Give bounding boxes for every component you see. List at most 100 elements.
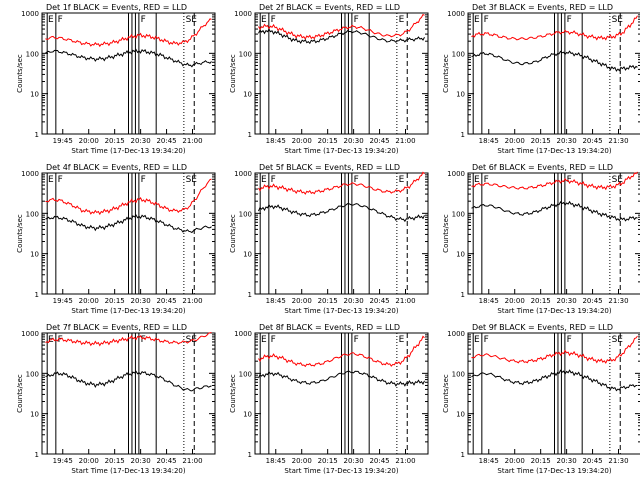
x-tick-label: 20:00 xyxy=(505,297,525,305)
y-tick-label: 100 xyxy=(452,370,465,378)
y-axis-label: Counts/sec xyxy=(16,214,24,253)
flag-label: SE xyxy=(612,335,624,345)
y-tick-label: 1000 xyxy=(234,10,252,18)
x-tick-label: 18:45 xyxy=(479,457,499,465)
flag-label: F xyxy=(141,175,146,185)
flag-label: F xyxy=(271,335,276,345)
flag-label: SE xyxy=(186,175,198,185)
y-axis-label: Counts/sec xyxy=(229,54,237,93)
panel-title: Det 4f BLACK = Events, RED = LLD xyxy=(46,163,187,172)
x-tick-label: 20:30 xyxy=(344,297,364,305)
y-axis-label: Counts/sec xyxy=(442,54,450,93)
x-tick-label: 21:00 xyxy=(182,137,202,145)
series-line-black xyxy=(258,370,425,387)
x-tick-label: 21:00 xyxy=(395,137,415,145)
y-axis-label: Counts/sec xyxy=(16,54,24,93)
x-tick-label: 20:30 xyxy=(557,457,577,465)
x-tick-label: 20:45 xyxy=(582,297,602,305)
x-tick-label: 20:30 xyxy=(557,137,577,145)
y-tick-label: 10 xyxy=(456,251,465,259)
y-tick-label: 1 xyxy=(461,131,465,139)
series-line-black xyxy=(471,50,638,72)
x-tick-label: 20:00 xyxy=(505,137,525,145)
flag-label: F xyxy=(141,15,146,25)
flag-label: E xyxy=(399,175,405,185)
flag-label: SE xyxy=(186,15,198,25)
x-tick-label: 18:45 xyxy=(266,297,286,305)
x-tick-label: 20:30 xyxy=(557,297,577,305)
y-tick-label: 1000 xyxy=(447,330,465,338)
y-tick-label: 1000 xyxy=(21,170,39,178)
x-tick-label: 19:45 xyxy=(53,297,73,305)
y-axis-label: Counts/sec xyxy=(442,214,450,253)
x-axis-label: Start Time (17-Dec-13 19:34:20) xyxy=(497,467,611,475)
flag-label: F xyxy=(354,335,359,345)
y-tick-label: 1000 xyxy=(234,330,252,338)
y-tick-label: 10 xyxy=(30,91,39,99)
x-axis-label: Start Time (17-Dec-13 19:34:20) xyxy=(497,147,611,155)
x-tick-label: 20:00 xyxy=(505,457,525,465)
x-tick-label: 20:15 xyxy=(531,137,551,145)
y-tick-label: 1 xyxy=(35,131,39,139)
x-tick-label: 20:15 xyxy=(105,457,125,465)
y-tick-label: 1 xyxy=(248,291,252,299)
x-tick-label: 19:45 xyxy=(53,457,73,465)
y-tick-label: 10 xyxy=(243,411,252,419)
y-tick-label: 100 xyxy=(26,50,39,58)
x-tick-label: 20:15 xyxy=(318,137,338,145)
y-tick-label: 1000 xyxy=(234,170,252,178)
flag-label: F xyxy=(484,15,489,25)
series-line-red xyxy=(45,18,212,48)
flag-label: F xyxy=(354,15,359,25)
series-line-black xyxy=(45,214,212,234)
series-line-red xyxy=(258,335,425,368)
x-tick-label: 20:15 xyxy=(318,457,338,465)
x-axis-label: Start Time (17-Dec-13 19:34:20) xyxy=(497,307,611,315)
series-line-red xyxy=(45,178,212,216)
series-line-black xyxy=(471,200,638,222)
y-tick-label: 1000 xyxy=(447,170,465,178)
x-tick-label: 20:30 xyxy=(344,137,364,145)
flag-label: F xyxy=(567,175,572,185)
panel-title: Det 8f BLACK = Events, RED = LLD xyxy=(259,323,400,332)
y-tick-label: 100 xyxy=(239,370,252,378)
flag-label: F xyxy=(271,15,276,25)
panel-title: Det 9f BLACK = Events, RED = LLD xyxy=(472,323,613,332)
flag-label: F xyxy=(354,175,359,185)
x-tick-label: 20:30 xyxy=(131,457,151,465)
flag-label: E xyxy=(261,335,267,345)
y-tick-label: 100 xyxy=(239,50,252,58)
y-tick-label: 1 xyxy=(35,451,39,459)
panel-6: Det 6f BLACK = Events, RED = LLD 1 10 100 10… xyxy=(442,163,640,315)
panel-title: Det 5f BLACK = Events, RED = LLD xyxy=(259,163,400,172)
x-tick-label: 18:45 xyxy=(479,297,499,305)
y-tick-label: 1 xyxy=(461,451,465,459)
x-tick-label: 20:45 xyxy=(156,137,176,145)
panel-title: Det 3f BLACK = Events, RED = LLD xyxy=(472,3,613,12)
y-tick-label: 1 xyxy=(248,451,252,459)
flag-label: E xyxy=(474,335,480,345)
series-line-red xyxy=(471,335,638,364)
x-tick-label: 20:45 xyxy=(369,137,389,145)
series-line-black xyxy=(45,370,212,392)
y-axis-label: Counts/sec xyxy=(229,214,237,253)
x-tick-label: 20:45 xyxy=(156,457,176,465)
series-line-red xyxy=(471,15,638,41)
y-tick-label: 100 xyxy=(452,210,465,218)
y-tick-label: 1000 xyxy=(21,330,39,338)
series-line-black xyxy=(258,28,425,45)
flag-label: F xyxy=(58,175,63,185)
x-tick-label: 18:45 xyxy=(479,137,499,145)
x-tick-label: 20:45 xyxy=(369,457,389,465)
x-tick-label: 20:00 xyxy=(292,457,312,465)
x-tick-label: 21:30 xyxy=(608,457,628,465)
x-tick-label: 20:30 xyxy=(131,137,151,145)
flag-label: E xyxy=(261,15,267,25)
flag-label: SE xyxy=(612,15,624,25)
panel-title: Det 1f BLACK = Events, RED = LLD xyxy=(46,3,187,12)
x-axis-label: Start Time (17-Dec-13 19:34:20) xyxy=(71,467,185,475)
panel-5: Det 5f BLACK = Events, RED = LLD 1 10 100 10… xyxy=(229,163,429,315)
panel-title: Det 2f BLACK = Events, RED = LLD xyxy=(259,3,400,12)
x-tick-label: 20:00 xyxy=(79,457,99,465)
